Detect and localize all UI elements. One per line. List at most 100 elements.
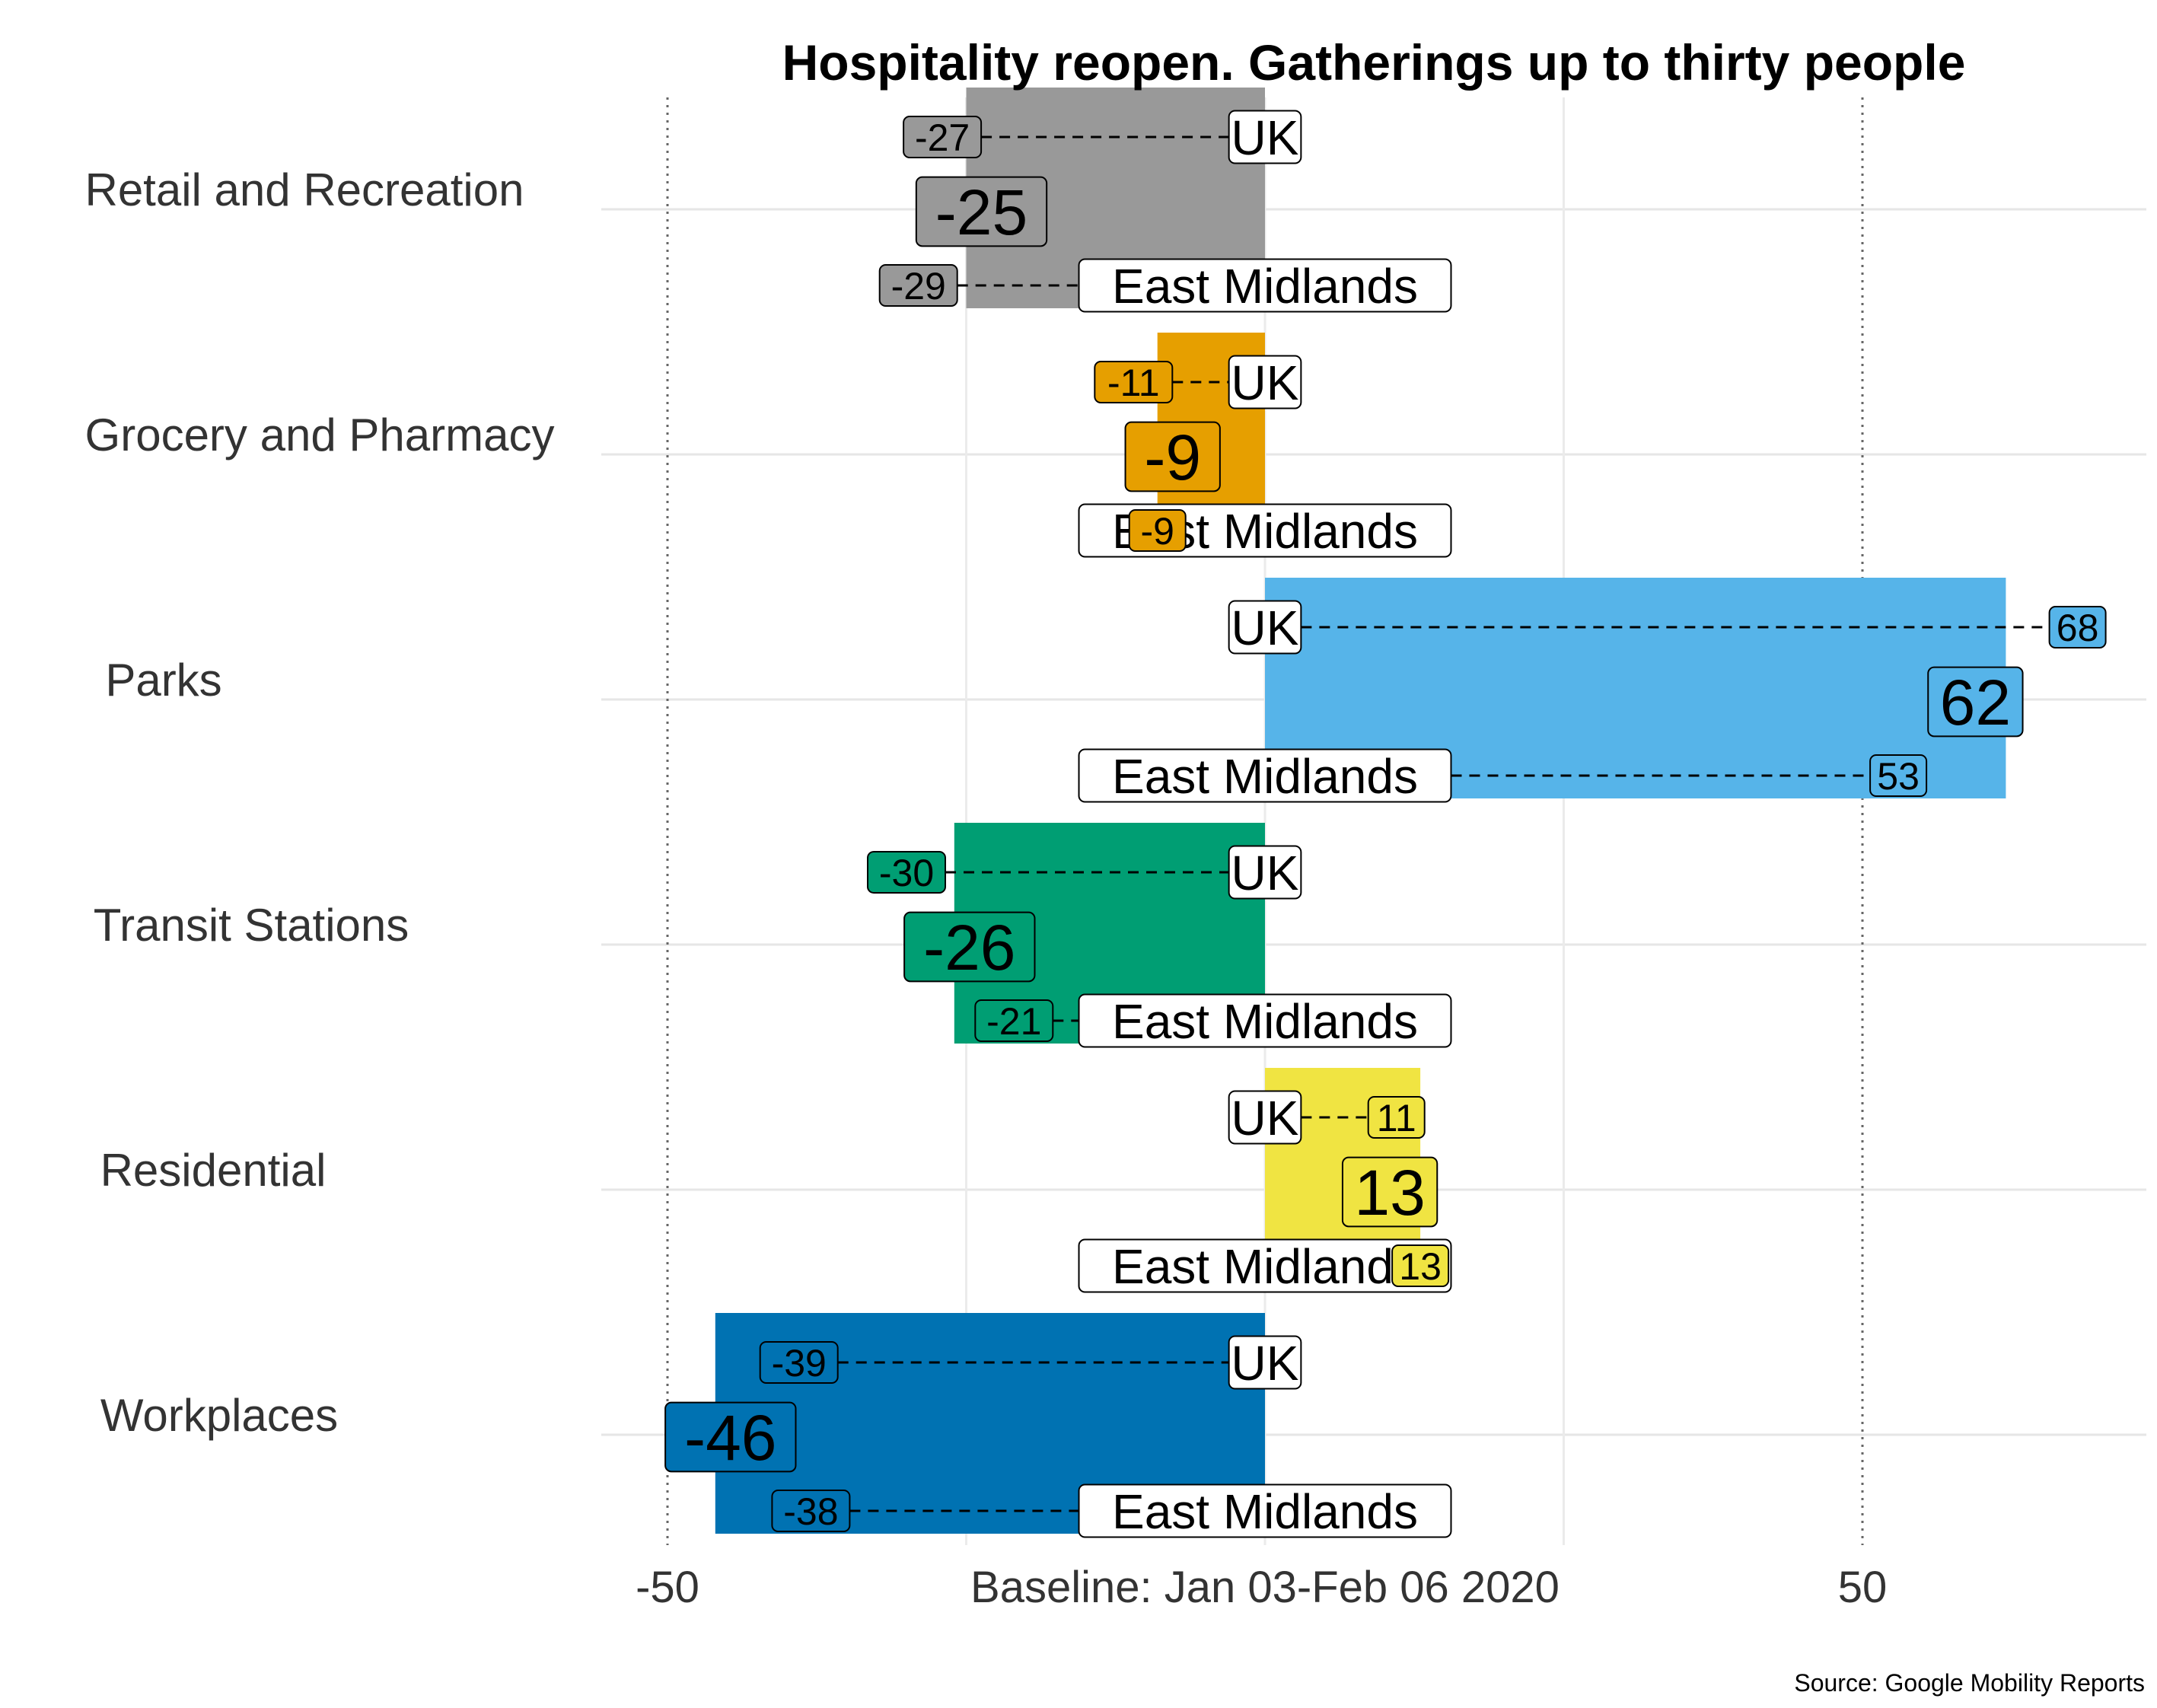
uk-value-label: 11 (1367, 1096, 1426, 1139)
uk-name-label: UK (1228, 1335, 1302, 1391)
region-value-label-box (974, 999, 1054, 1042)
region-name-label-text: East Midlands (1112, 1484, 1418, 1539)
label-layer: Retail and Recreation Grocery and Pharmac… (84, 110, 2107, 1539)
bar-value-label-text: 13 (1354, 1157, 1425, 1228)
region-value-label-text: 13 (1399, 1245, 1442, 1288)
uk-value-label: -39 (759, 1341, 839, 1385)
uk-name-label: UK (1228, 110, 1302, 165)
region-name-label-box (1078, 258, 1452, 313)
uk-value-label-text: 68 (2057, 607, 2099, 649)
region-value-label: -9 (1128, 509, 1187, 553)
uk-name-label-box (1228, 600, 1302, 655)
uk-name-label-text: UK (1231, 110, 1299, 165)
region-name-label: East Midlands (1078, 1483, 1452, 1539)
bar-value-label-box (915, 176, 1048, 247)
region-value-label-text: -38 (783, 1490, 838, 1533)
uk-name-label: UK (1228, 845, 1302, 900)
uk-name-label: UK (1228, 1090, 1302, 1146)
bar-value-label: -26 (903, 911, 1036, 983)
uk-value-label: -27 (903, 116, 983, 159)
region-name-label-box (1078, 1483, 1452, 1538)
bar-value-label-box (1124, 421, 1221, 492)
category-label: Retail and Recreation (84, 164, 524, 215)
uk-name-label-box (1228, 1335, 1302, 1390)
uk-name-label-text: UK (1231, 1091, 1299, 1146)
region-value-label-box (1128, 509, 1187, 552)
category-label: Transit Stations (94, 900, 409, 951)
bar-value-label-box (1341, 1156, 1439, 1228)
region-value-label: 53 (1869, 754, 1928, 798)
region-name-label-text: East Midlands (1112, 259, 1418, 314)
uk-name-label-text: UK (1231, 601, 1299, 655)
uk-value-label: -30 (867, 851, 946, 894)
region-name-label: East Midlands (1078, 748, 1452, 804)
bar-value-label: -9 (1124, 421, 1221, 493)
uk-value-label-box (1094, 361, 1174, 403)
region-value-label-box (1869, 754, 1928, 797)
bar-value-label-box (1927, 666, 2024, 738)
region-value-label-text: -29 (891, 265, 946, 308)
uk-name-label-text: UK (1231, 846, 1299, 900)
uk-name-label-box (1228, 110, 1302, 164)
bar-value-label-text: -46 (684, 1402, 776, 1474)
category-label: Workplaces (100, 1390, 338, 1441)
uk-value-label-text: -11 (1107, 362, 1160, 404)
uk-value-label-text: -39 (772, 1342, 827, 1385)
bar-value-label-text: -9 (1144, 422, 1201, 493)
region-name-label-text: East Midlands (1112, 749, 1418, 804)
region-value-label-text: -21 (986, 1000, 1041, 1043)
category-label: Parks (105, 655, 221, 706)
uk-name-label-text: UK (1231, 355, 1299, 410)
uk-value-label-text: 11 (1377, 1097, 1416, 1139)
region-value-label-box (1391, 1244, 1450, 1287)
uk-value-label-box (759, 1341, 839, 1384)
region-value-label: 13 (1391, 1244, 1450, 1288)
region-name-label-text: East Midlands (1112, 1239, 1418, 1294)
category-label: Residential (100, 1145, 327, 1196)
region-name-label-text: East Midlands (1112, 994, 1418, 1049)
bar-value-label: 13 (1341, 1156, 1439, 1228)
x-tick-label: -50 (636, 1563, 699, 1612)
region-name-label: East Midlands (1078, 258, 1452, 314)
region-name-label: East Midlands (1078, 1238, 1452, 1294)
region-value-label: -38 (771, 1490, 851, 1533)
uk-name-label-text: UK (1231, 1336, 1299, 1391)
region-name-label: East Midlands (1078, 993, 1452, 1049)
uk-value-label-box (903, 116, 983, 158)
region-value-label-box (878, 264, 958, 307)
uk-value-label-box (2048, 606, 2107, 648)
region-name-label-box (1078, 993, 1452, 1048)
bar-value-label-box (664, 1401, 797, 1473)
uk-name-label: UK (1228, 600, 1302, 655)
chart-source: Source: Google Mobility Reports (1794, 1669, 2145, 1697)
uk-name-label-box (1228, 355, 1302, 409)
bar-value-label: 62 (1927, 666, 2024, 738)
region-name-label-box (1078, 1238, 1452, 1293)
x-tick-label: Baseline: Jan 03-Feb 06 2020 (970, 1563, 1560, 1612)
bar-value-label-box (903, 911, 1036, 983)
x-tick-label: 50 (1838, 1563, 1888, 1612)
uk-value-label-box (1367, 1096, 1426, 1139)
uk-value-label: 68 (2048, 606, 2107, 649)
region-value-label-text: 53 (1877, 755, 1920, 798)
uk-value-label-text: -30 (879, 852, 934, 894)
region-value-label: -21 (974, 999, 1054, 1043)
region-value-label-box (771, 1490, 851, 1532)
region-value-label-text: -9 (1140, 510, 1174, 553)
bar-value-label: -46 (664, 1401, 797, 1474)
uk-value-label-text: -27 (915, 116, 970, 159)
chart-title: Hospitality reopen. Gatherings up to thi… (782, 34, 1966, 91)
uk-name-label: UK (1228, 355, 1302, 410)
uk-name-label-box (1228, 845, 1302, 900)
category-label: Grocery and Pharmacy (85, 409, 555, 460)
region-value-label: -29 (878, 264, 958, 308)
uk-value-label: -11 (1094, 361, 1174, 404)
bar-value-label: -25 (915, 176, 1048, 248)
uk-name-label-box (1228, 1090, 1302, 1145)
uk-value-label-box (867, 851, 946, 894)
bar-value-label-text: -26 (923, 912, 1015, 983)
region-name-label-box (1078, 748, 1452, 803)
bar-value-label-text: 62 (1940, 667, 2011, 738)
bar-value-label-text: -25 (935, 177, 1028, 248)
